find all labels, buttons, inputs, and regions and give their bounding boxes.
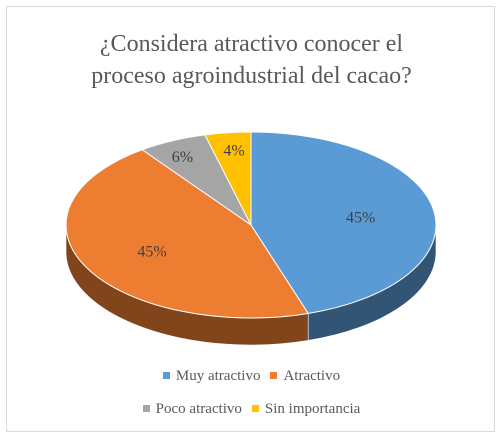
legend-swatch-sin-importancia — [251, 405, 259, 413]
pie-slice-muy-atractivo — [250, 131, 437, 314]
legend-swatch-atractivo — [270, 372, 278, 380]
chart-title-line-1: ¿Considera atractivo conocer el — [99, 31, 404, 57]
pie-slice-atractivo — [65, 149, 310, 319]
legend-label-sin-importancia: Sin importancia — [264, 401, 361, 417]
data-label-atractivo: 45% — [137, 243, 166, 260]
legend-item-poco-atractivo: Poco atractivo — [142, 401, 242, 418]
legend-item-sin-importancia: Sin importancia — [251, 401, 361, 418]
legend-swatch-poco-atractivo — [142, 405, 150, 413]
chart-title-line-2: proceso agroindustrial del cacao? — [91, 63, 412, 89]
legend-row-1: Muy atractivo Atractivo — [0, 368, 503, 385]
data-label-muy-atractivo: 45% — [346, 209, 375, 226]
data-label-sin-importancia: 4% — [223, 142, 244, 159]
legend-swatch-muy-atractivo — [162, 372, 170, 380]
pie-slice-sin-importancia — [204, 131, 252, 226]
legend-item-atractivo: Atractivo — [270, 368, 340, 385]
chart-title: ¿Considera atractivo conocer el proceso … — [0, 28, 503, 92]
legend-label-poco-atractivo: Poco atractivo — [155, 401, 242, 417]
legend-label-muy-atractivo: Muy atractivo — [175, 368, 261, 384]
legend-item-muy-atractivo: Muy atractivo — [162, 368, 261, 385]
data-label-poco-atractivo: 6% — [172, 149, 193, 166]
legend-label-atractivo: Atractivo — [283, 368, 341, 384]
legend-row-2: Poco atractivo Sin importancia — [0, 401, 503, 418]
